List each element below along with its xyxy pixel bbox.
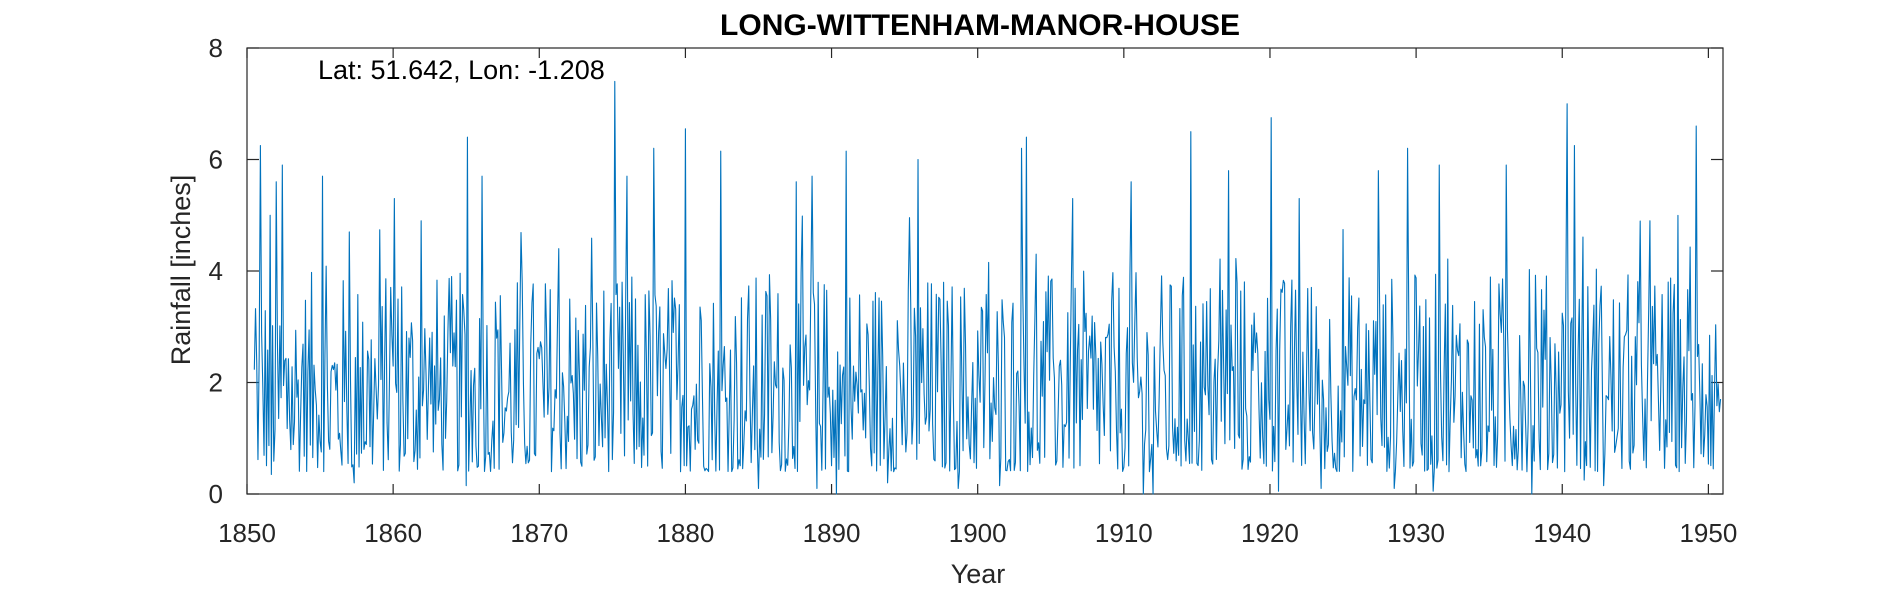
x-tick-label: 1880 <box>656 518 714 548</box>
y-tick-label: 2 <box>209 368 223 398</box>
x-tick-label: 1870 <box>510 518 568 548</box>
plot-area: 1850 1860 1870 1880 1890 1900 1910 1920 1930 1940… <box>209 33 1738 548</box>
y-tick-label: 6 <box>209 145 223 175</box>
x-tick-label: 1930 <box>1387 518 1445 548</box>
chart-title: LONG-WITTENHAM-MANOR-HOUSE <box>720 9 1240 42</box>
x-tick-label: 1910 <box>1095 518 1153 548</box>
x-tick-label: 1950 <box>1679 518 1737 548</box>
y-tick-label: 0 <box>209 479 223 509</box>
location-annotation: Lat: 51.642, Lon: -1.208 <box>318 55 605 85</box>
x-tick-label: 1900 <box>949 518 1007 548</box>
x-axis-label: Year <box>951 559 1006 589</box>
y-tick-label: 4 <box>209 256 223 286</box>
x-tick-label: 1920 <box>1241 518 1299 548</box>
x-tick-label: 1890 <box>803 518 861 548</box>
y-tick-label: 8 <box>209 33 223 63</box>
x-tick-label: 1940 <box>1533 518 1591 548</box>
rainfall-series-line <box>253 80 1722 495</box>
x-tick-label: 1860 <box>364 518 422 548</box>
x-tick-label: 1850 <box>218 518 276 548</box>
y-axis-label: Rainfall [inches] <box>166 175 196 366</box>
